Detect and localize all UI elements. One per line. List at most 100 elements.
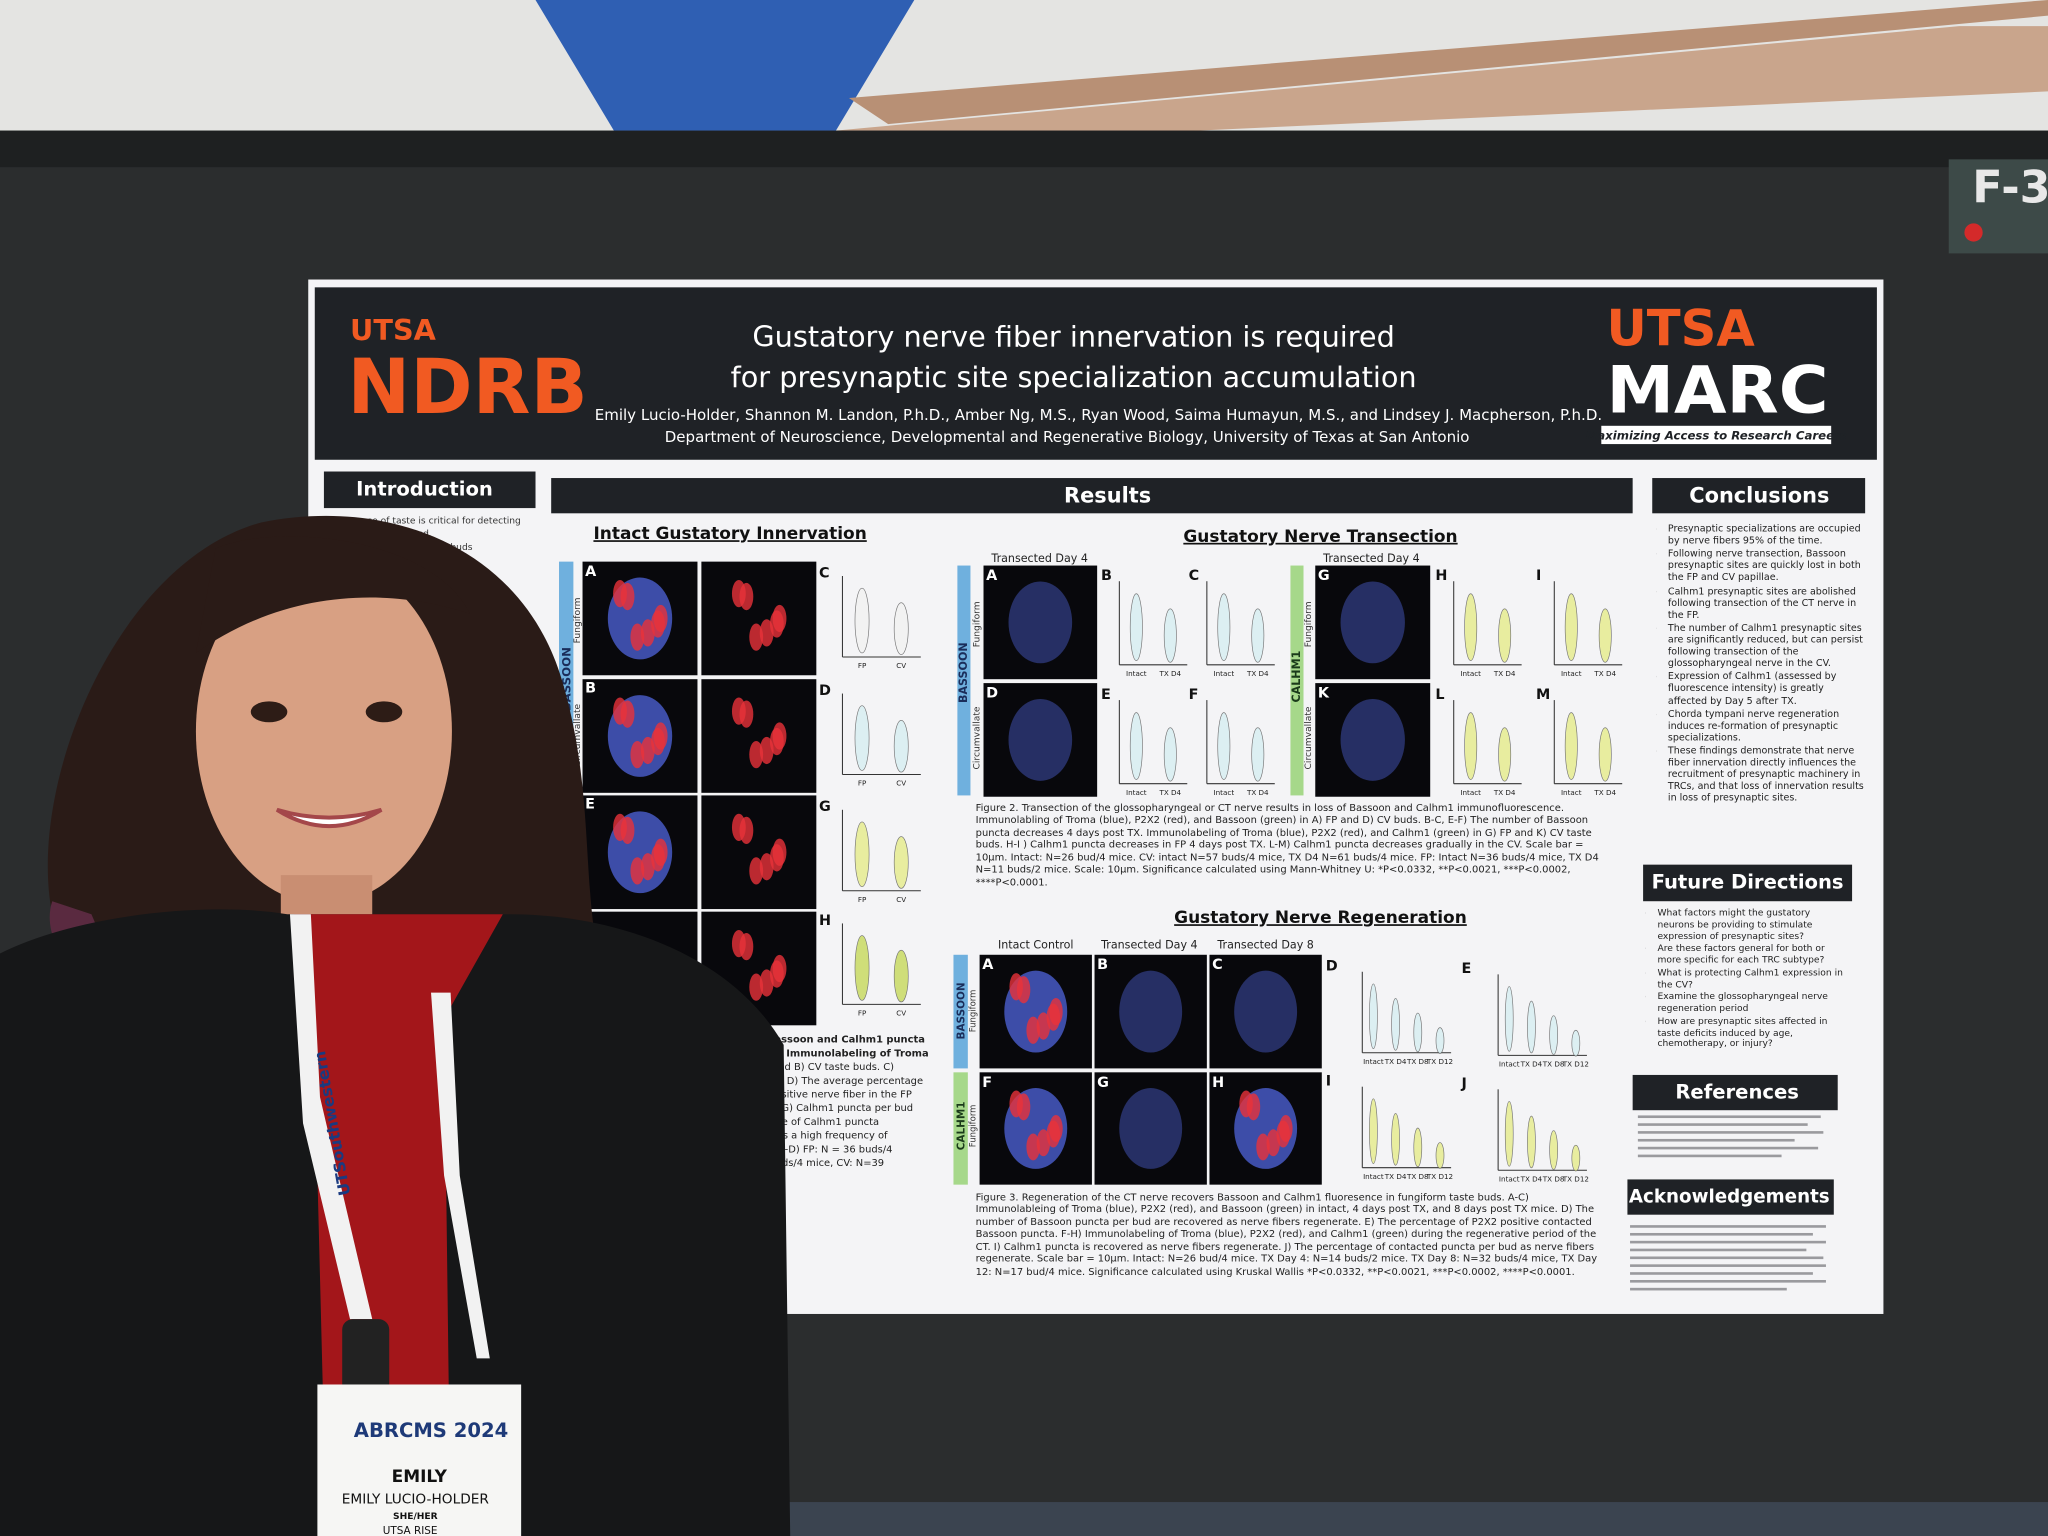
- section-title: References: [1675, 1081, 1799, 1104]
- future-box: What factors might the gustatory neurons…: [1646, 908, 1848, 1071]
- micrograph-red: [1026, 1016, 1040, 1044]
- side-label: BASSOON: [957, 642, 970, 703]
- side-label: CALHM1: [1290, 651, 1303, 703]
- future-list-wrap: What factors might the gustatory neurons…: [1646, 908, 1848, 1050]
- violin: [1217, 712, 1231, 780]
- panel-letter: I: [1536, 568, 1541, 584]
- conclusions-box: Presynaptic specializations are occupied…: [1656, 522, 1865, 849]
- logo-left-main: NDRB: [347, 343, 587, 431]
- micrograph: [701, 561, 817, 676]
- lanyard: [431, 992, 490, 1359]
- label-bar: [1290, 565, 1304, 796]
- micrograph: [701, 679, 817, 793]
- caption-line: pancy of Bassoon and Calhm1 puncta: [716, 1035, 925, 1046]
- panel-letter: A: [585, 564, 597, 580]
- plot-category: CV: [896, 779, 906, 788]
- micrograph-red: [769, 727, 784, 756]
- panel-letter: F: [1189, 687, 1199, 703]
- section-title: Introduction: [356, 477, 493, 500]
- badge-event: ABRCMS 2024: [354, 1419, 508, 1442]
- section-title: Future Directions: [1652, 870, 1844, 893]
- side-label: Fungiform: [972, 601, 982, 647]
- side-label: Circumvallate: [1304, 706, 1314, 769]
- panel-letter: H: [1212, 1075, 1224, 1091]
- column-header: Transected Day 4: [1100, 939, 1197, 952]
- violin: [893, 602, 909, 655]
- caption-box: Figure 3. Regeneration of the CT nerve r…: [975, 1191, 1598, 1278]
- booth-number: F-3: [1972, 163, 2048, 214]
- panel-letter: I: [1326, 1073, 1331, 1089]
- panel-letter: B: [1097, 957, 1108, 973]
- micrograph-red: [620, 816, 635, 844]
- panel-letter: J: [1461, 1076, 1467, 1092]
- figure-caption: Figure 3. Regeneration of the CT nerve r…: [975, 1191, 1598, 1278]
- violin: [1413, 1127, 1423, 1168]
- plot-category: TX D4: [1384, 1057, 1407, 1066]
- plot-category: TX D8: [1406, 1172, 1429, 1181]
- tagline-bar: [1601, 425, 1832, 445]
- side-label: Fungiform: [968, 1105, 978, 1148]
- panel-letter: D: [819, 683, 831, 699]
- side-label: Fungiform: [968, 990, 978, 1033]
- micrograph-red: [630, 741, 645, 769]
- violin: [893, 949, 909, 1003]
- violin: [1369, 1098, 1378, 1164]
- micrograph-blue: [1340, 699, 1405, 781]
- bullet-item: These findings demonstrate that nerve fi…: [1668, 744, 1865, 803]
- panel-letter: H: [819, 913, 831, 929]
- violin: [1163, 608, 1177, 663]
- violin: [1598, 608, 1612, 663]
- violin: [1571, 1144, 1581, 1172]
- plot-category: TX D4: [1158, 669, 1181, 678]
- plot-category: Intact: [1460, 788, 1481, 797]
- plot-category: TX D4: [1246, 669, 1269, 678]
- caption-line: f contact. G) Calhm1 puncta per bud: [731, 1103, 913, 1114]
- panel-letter: L: [1435, 687, 1444, 703]
- section-header: [1643, 864, 1853, 902]
- plot-category: TX D4: [1384, 1172, 1407, 1181]
- violin: [1391, 998, 1400, 1051]
- duct-shadow: [848, 0, 2048, 125]
- face: [195, 559, 452, 904]
- micrograph-blue: [1234, 970, 1298, 1053]
- violin: [1163, 727, 1177, 782]
- violin: [1369, 983, 1378, 1050]
- micrograph-red: [1046, 1003, 1061, 1031]
- violin: [1498, 608, 1512, 663]
- micrograph-red: [749, 623, 764, 651]
- micrograph-red: [1046, 1120, 1061, 1148]
- micrograph-blue: [1008, 581, 1073, 664]
- micrograph-red: [739, 816, 754, 844]
- panel-letter: G: [819, 799, 831, 815]
- violin: [1413, 1012, 1423, 1053]
- figure-title: Intact Gustatory Innervation: [593, 524, 866, 544]
- micrograph-red: [651, 727, 665, 756]
- bullet-item: The number of Calhm1 presynaptic sites a…: [1668, 622, 1865, 670]
- bullet-item: Presynaptic specializations are occupied…: [1668, 522, 1865, 546]
- authors: Emily Lucio-Holder, Shannon M. Landon, P…: [595, 406, 1602, 424]
- plot-category: Intact: [1126, 788, 1147, 797]
- micrograph: [1315, 565, 1431, 680]
- micrograph-red: [1246, 1093, 1261, 1121]
- plot-category: Intact: [1561, 669, 1582, 678]
- caption-line: : N=26 buds/4 mice, CV: N=39: [731, 1158, 884, 1169]
- violin: [1435, 1027, 1445, 1054]
- violin: [893, 836, 909, 889]
- micrograph-red: [749, 973, 764, 1001]
- caption-line: percentage of Calhm1 puncta: [731, 1117, 879, 1128]
- label-bar: [953, 1072, 968, 1185]
- micrograph-red: [769, 610, 784, 638]
- plot-category: TX D4: [1593, 669, 1616, 678]
- violin: [1549, 1130, 1558, 1170]
- column-header: Transected Day 4: [990, 552, 1087, 565]
- plot-category: TX D4: [1493, 669, 1516, 678]
- micrograph-red: [749, 857, 764, 885]
- bullet-item: What factors might the gustatory neurons…: [1657, 908, 1848, 942]
- violin: [854, 935, 870, 1001]
- micrograph: [1209, 954, 1322, 1069]
- violin: [1498, 727, 1512, 782]
- duct: [835, 26, 2048, 144]
- section-title: Conclusions: [1689, 483, 1829, 507]
- micrograph-red: [651, 610, 665, 638]
